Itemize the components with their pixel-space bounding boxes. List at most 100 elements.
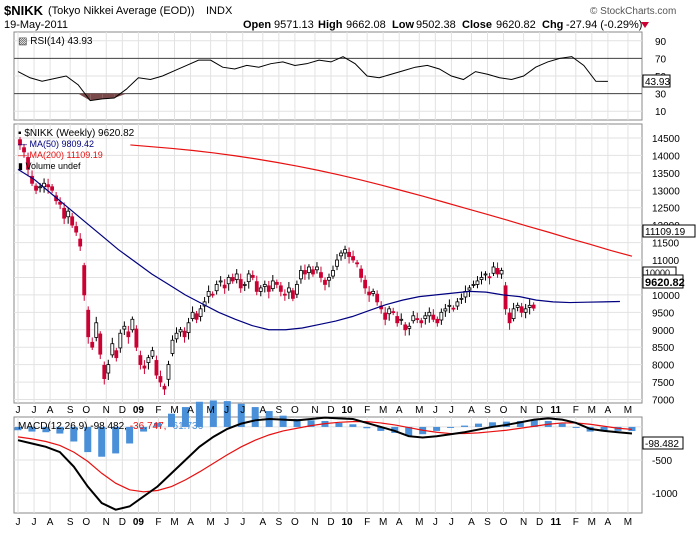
x-tick-label: O (291, 517, 299, 528)
candle-body (435, 318, 440, 324)
exchange-label: INDX (206, 5, 233, 17)
x-tick-label: A (605, 405, 612, 416)
grid-layer (14, 32, 642, 513)
candle-body (407, 325, 412, 329)
macd-histogram-bar (433, 426, 441, 431)
price-layer (17, 136, 633, 395)
x-tick-label: F (573, 517, 579, 528)
rsi-y-tick: 10 (655, 107, 667, 118)
x-tick-label: A (259, 517, 266, 528)
candle-body (523, 308, 528, 313)
candle-body (242, 284, 247, 286)
x-tick-label: M (379, 517, 387, 528)
candle-body (46, 184, 50, 188)
x-tick-label: M (170, 405, 178, 416)
candle-body (383, 312, 388, 320)
candle-body (198, 308, 203, 317)
macd-histogram-bar (461, 425, 469, 427)
candle-body (254, 281, 259, 292)
candle-body (363, 279, 368, 289)
candle-body (331, 270, 335, 277)
price-legend: ▪ $NIKK (Weekly) 9620.82 (18, 128, 135, 139)
x-tick-label: O (500, 517, 508, 528)
candle-body (503, 285, 508, 310)
candle-body (459, 297, 464, 300)
ma50-legend: — MA(50) 9809.42 (18, 139, 94, 149)
candle-body (419, 320, 424, 324)
x-tick-label: F (573, 405, 579, 416)
candle-body (483, 273, 488, 276)
x-tick-label: M (624, 517, 632, 528)
price-y-tick: 8000 (652, 361, 675, 372)
symbol-title: $NIKK (4, 3, 44, 18)
candle-body (38, 186, 42, 189)
x-tick-label: A (396, 517, 403, 528)
macd-histogram-bar (14, 426, 22, 431)
x-tick-label: J (224, 405, 229, 416)
price-panel-frame (13, 123, 643, 404)
candle-body (238, 279, 243, 289)
candle-body (186, 322, 191, 333)
candle-body (327, 277, 331, 281)
svg-text:11109.19: 11109.19 (645, 227, 686, 238)
macd-histogram-bar (405, 426, 413, 436)
symbol-name: (Tokyo Nikkei Average (EOD)) (48, 5, 195, 17)
candle-body (391, 311, 396, 314)
candle-body (102, 364, 107, 379)
x-tick-label: N (520, 405, 527, 416)
x-tick-label: D (119, 517, 126, 528)
down-arrow-icon (641, 22, 649, 28)
rsi-oversold-area (102, 93, 115, 99)
x-tick-label: A (187, 405, 194, 416)
macd-y-tick: -500 (652, 456, 672, 467)
x-tick-label: 09 (133, 517, 145, 528)
x-tick-label: M (415, 405, 423, 416)
candle-body (118, 332, 123, 349)
macd-layer (14, 400, 636, 511)
macd-histogram-bar (447, 426, 455, 428)
open-label: Open (243, 19, 271, 31)
candle-body (170, 339, 175, 354)
x-tick-label: S (484, 517, 491, 528)
candle-body (146, 357, 151, 363)
candle-body (90, 341, 95, 348)
candle-body (351, 256, 355, 261)
low-value: 9502.38 (416, 19, 456, 31)
candle-body (78, 238, 83, 247)
candle-body (319, 272, 323, 278)
candle-body (158, 376, 163, 383)
candle-body (499, 270, 504, 275)
high-value: 9662.08 (346, 19, 386, 31)
rsi-y-tick: 90 (655, 37, 667, 48)
candle-body (34, 185, 38, 191)
macd-histogram-bar (195, 401, 203, 427)
macd-histogram-bar (140, 426, 148, 432)
candle-body (495, 267, 500, 275)
x-tick-label: M (206, 517, 214, 528)
candle-body (467, 287, 472, 291)
macd-histogram-bar (600, 426, 608, 432)
macd-signal-line (17, 421, 633, 493)
macd-histogram-bar (474, 423, 482, 427)
candle-body (82, 265, 87, 296)
candle-body (423, 315, 428, 320)
price-y-tick: 10000 (652, 291, 680, 302)
candle-body (411, 315, 416, 322)
price-y-tick: 8500 (652, 343, 675, 354)
x-tick-label: S (67, 517, 74, 528)
rsi-legend: ▨ RSI(14) 43.93 (18, 36, 93, 47)
candle-body (70, 216, 75, 226)
macd-histogram-bar (154, 422, 162, 427)
candle-body (507, 312, 512, 324)
x-tick-label: 11 (550, 517, 561, 528)
candle-body (166, 364, 171, 380)
rsi-layer (14, 56, 642, 102)
macd-histogram-bar (293, 418, 301, 427)
x-tick-label: M (588, 517, 596, 528)
x-tick-label: A (468, 405, 475, 416)
macd-histogram-bar (558, 423, 566, 427)
candle-body (282, 293, 287, 296)
macd-histogram-bar (614, 426, 622, 431)
macd-histogram-bar (530, 420, 538, 427)
